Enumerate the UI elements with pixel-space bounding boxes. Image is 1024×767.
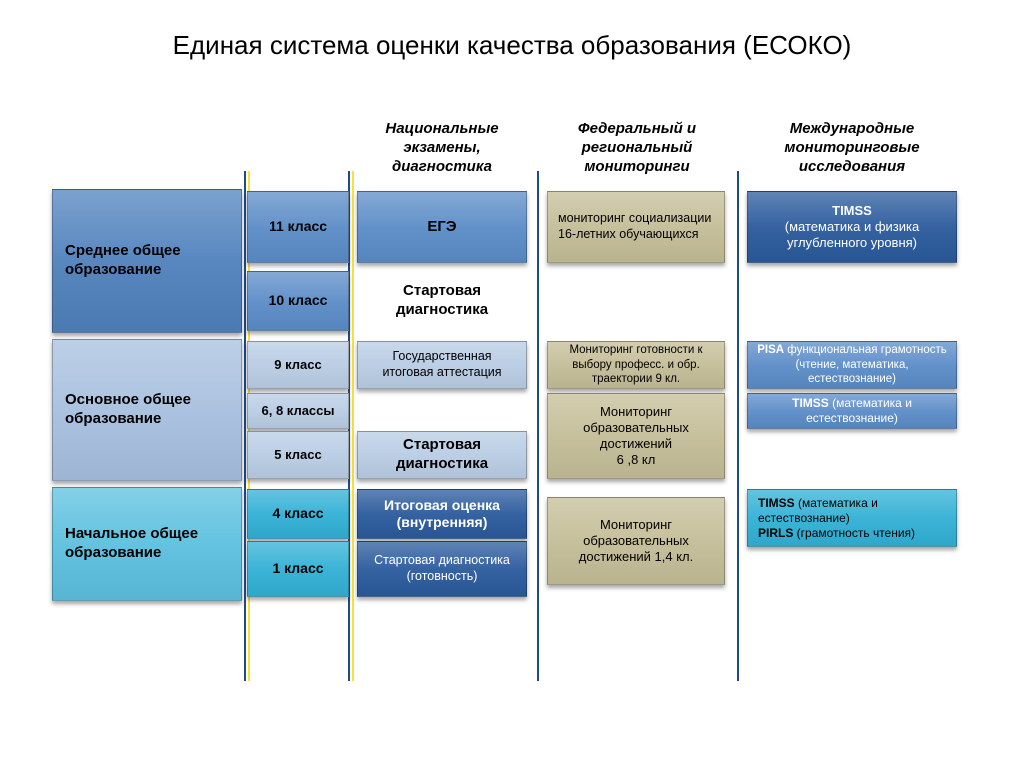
grade-10: 10 класс	[247, 271, 349, 331]
cell-timss68: TIMSS (математика и естествознание)	[747, 393, 957, 429]
vline	[537, 171, 539, 681]
diagram-grid: Национальные экзамены, диагностика Федер…	[52, 81, 972, 681]
grade-4: 4 класс	[247, 489, 349, 539]
col-header-c2: Федеральный и региональный мониторинги	[547, 121, 727, 176]
cell-text: Стартовая диагностика	[366, 436, 518, 474]
level-label-text: Основное общее образование	[65, 391, 233, 429]
cell-text-b: PISA	[757, 344, 784, 356]
cell-mon9: Мониторинг готовности к выбору професс. …	[547, 341, 725, 389]
cell-text: ЕГЭ	[427, 218, 456, 237]
level-basic: Основное общее образование	[52, 339, 242, 481]
cell-ege: ЕГЭ	[357, 191, 527, 263]
cell-monsoc: мониторинг социализации 16-летних обучаю…	[547, 191, 725, 263]
vline	[352, 171, 354, 681]
cell-text-b: TIMSS	[792, 396, 829, 410]
cell-text-sub: (грамотность чтения)	[793, 526, 915, 540]
grade-5: 5 класс	[247, 431, 349, 479]
cell-text-sub: функциональная грамотность (чтение, мате…	[784, 344, 947, 385]
level-label-text: Начальное общее образование	[65, 525, 233, 563]
level-secondary: Среднее общее образование	[52, 189, 242, 333]
cell-mon14: Мониторинг образовательных достижений 1,…	[547, 497, 725, 585]
cell-timss4-pirls: TIMSS (математика и естествознание) PIRL…	[747, 489, 957, 547]
cell-start1: Стартовая диагностика (готовность)	[357, 541, 527, 597]
grade-68: 6, 8 классы	[247, 393, 349, 429]
cell-itog4: Итоговая оценка (внутренняя)	[357, 489, 527, 539]
grade-1: 1 класс	[247, 541, 349, 597]
page-title: Единая система оценки качества образован…	[0, 0, 1024, 81]
cell-text-b: TIMSS	[832, 203, 872, 218]
cell-pisa: PISA функциональная грамотность (чтение,…	[747, 341, 957, 389]
cell-gia: Государственная итоговая аттестация	[357, 341, 527, 389]
cell-text-b: PIRLS	[758, 526, 793, 540]
cell-text: Итоговая оценка (внутренняя)	[366, 497, 518, 532]
cell-text-b: TIMSS	[758, 496, 795, 510]
cell-start10: Стартовая диагностика	[357, 271, 527, 331]
cell-inner: TIMSS (математика и естествознание)	[756, 396, 948, 426]
grade-11: 11 класс	[247, 191, 349, 263]
col-header-c1: Национальные экзамены, диагностика	[357, 121, 527, 176]
grade-9: 9 класс	[247, 341, 349, 389]
col-header-c3: Международные мониторинговые исследовани…	[747, 121, 957, 176]
level-label-text: Среднее общее образование	[65, 242, 233, 280]
cell-text-sub: (математика и физика углубленного уровня…	[785, 219, 919, 250]
cell-text: Стартовая диагностика	[365, 282, 519, 320]
cell-inner: TIMSS (математика и естествознание) PIRL…	[758, 496, 948, 541]
cell-start5: Стартовая диагностика	[357, 431, 527, 479]
cell-mon68: Мониторинг образовательных достижений 6 …	[547, 393, 725, 479]
cell-inner: PISA функциональная грамотность (чтение,…	[756, 343, 948, 386]
cell-inner: TIMSS(математика и физика углубленного у…	[756, 203, 948, 252]
vline	[737, 171, 739, 681]
level-primary: Начальное общее образование	[52, 487, 242, 601]
vline	[244, 171, 246, 681]
cell-timss-adv: TIMSS(математика и физика углубленного у…	[747, 191, 957, 263]
